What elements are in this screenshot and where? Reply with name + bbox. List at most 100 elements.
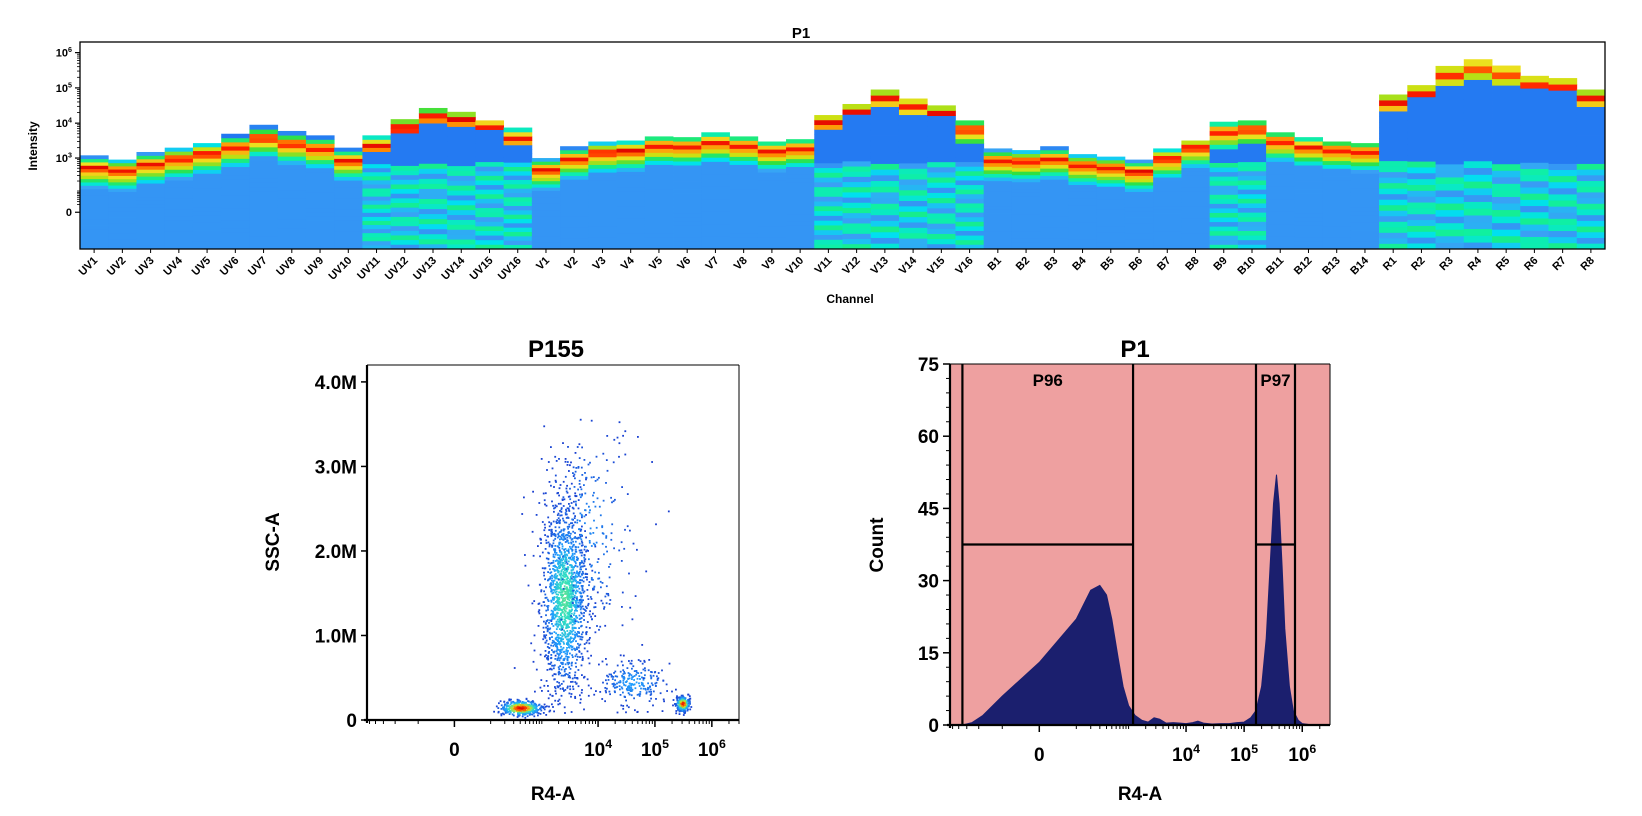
spectrum-cell-V12 bbox=[842, 233, 872, 239]
spectrum-cell-B2 bbox=[1011, 203, 1041, 207]
scatter-point bbox=[565, 624, 568, 627]
scatter-point bbox=[510, 707, 512, 710]
spectrum-cell-V10 bbox=[786, 233, 815, 238]
scatter-point bbox=[546, 625, 549, 627]
scatter-point bbox=[587, 602, 590, 605]
spectrum-cell-V10 bbox=[786, 205, 815, 211]
spectrum-x-tick-label: R1 bbox=[1381, 255, 1399, 273]
scatter-point bbox=[568, 571, 571, 574]
scatter-point bbox=[610, 496, 612, 499]
spectrum-cell-V8 bbox=[729, 164, 759, 169]
spectrum-cell-B8 bbox=[1181, 190, 1211, 196]
scatter-point bbox=[560, 507, 563, 509]
scatter-point bbox=[574, 561, 577, 563]
scatter-point bbox=[686, 701, 688, 704]
spectrum-cell-V14 bbox=[898, 141, 928, 148]
scatter-point bbox=[547, 541, 550, 544]
scatter-point bbox=[559, 584, 562, 587]
spectrum-cell-UV15 bbox=[475, 216, 505, 222]
spectrum-cell-UV3 bbox=[136, 155, 166, 160]
scatter-point bbox=[672, 704, 674, 707]
scatter-point bbox=[681, 705, 683, 708]
scatter-point bbox=[570, 711, 573, 713]
spectrum-cell-UV6 bbox=[221, 150, 250, 155]
scatter-point bbox=[609, 563, 612, 566]
spectrum-cell-B2 bbox=[1011, 178, 1041, 183]
spectrum-cell-B12 bbox=[1294, 240, 1323, 246]
spectrum-cell-R6 bbox=[1520, 230, 1549, 237]
scatter-point bbox=[583, 612, 585, 614]
scatter-point bbox=[592, 494, 594, 497]
scatter-point bbox=[573, 571, 576, 574]
scatter-point bbox=[568, 599, 571, 601]
spectrum-cell-V3 bbox=[588, 145, 617, 150]
scatter-point bbox=[581, 631, 584, 634]
scatter-point bbox=[556, 588, 559, 590]
scatter-point bbox=[560, 609, 563, 611]
spectrum-cell-B8 bbox=[1181, 229, 1211, 234]
spectrum-cell-V15 bbox=[927, 238, 956, 245]
spectrum-cell-B4 bbox=[1068, 211, 1098, 216]
scatter-point bbox=[576, 658, 578, 661]
spectrum-cell-B3 bbox=[1040, 186, 1069, 191]
spectrum-cell-V8 bbox=[729, 192, 759, 198]
scatter-point bbox=[510, 709, 513, 712]
scatter-point bbox=[566, 615, 569, 618]
spectrum-cell-UV14 bbox=[447, 239, 476, 245]
spectrum-cell-R5 bbox=[1492, 157, 1521, 165]
scatter-point bbox=[601, 698, 604, 700]
spectrum-cell-UV11 bbox=[362, 147, 392, 152]
spectrum-cell-B9 bbox=[1209, 203, 1239, 209]
spectrum-cell-V12 bbox=[842, 140, 872, 146]
spectrum-cell-UV12 bbox=[390, 244, 420, 250]
scatter-point bbox=[556, 577, 558, 580]
spectrum-cell-R8 bbox=[1576, 192, 1606, 199]
spectrum-cell-V1 bbox=[531, 164, 561, 169]
scatter-point bbox=[564, 689, 567, 691]
scatter-point bbox=[599, 625, 602, 628]
spectrum-cell-UV13 bbox=[418, 213, 448, 220]
spectrum-cell-B9 bbox=[1209, 180, 1239, 186]
spectrum-cell-UV1 bbox=[80, 195, 109, 200]
spectrum-cell-V7 bbox=[701, 173, 730, 179]
spectrum-cell-UV3 bbox=[136, 242, 166, 246]
scatter-point bbox=[579, 701, 582, 704]
scatter-point bbox=[564, 556, 566, 559]
scatter-point bbox=[549, 568, 551, 571]
scatter-point bbox=[555, 576, 557, 578]
scatter-point bbox=[629, 688, 632, 691]
spectrum-cell-UV2 bbox=[108, 217, 137, 221]
spectrum-cell-R4 bbox=[1463, 93, 1493, 101]
spectrum-cell-R5 bbox=[1492, 222, 1521, 230]
spectrum-cell-UV12 bbox=[390, 235, 420, 241]
scatter-point bbox=[644, 688, 647, 691]
spectrum-cell-UV8 bbox=[277, 202, 307, 208]
spectrum-cell-UV3 bbox=[136, 231, 166, 236]
scatter-point bbox=[572, 629, 575, 632]
spectrum-cell-UV12 bbox=[390, 207, 420, 213]
scatter-point bbox=[630, 684, 632, 687]
scatter-point bbox=[554, 479, 557, 482]
spectrum-cell-V1 bbox=[531, 226, 561, 230]
spectrum-cell-V3 bbox=[588, 149, 617, 154]
spectrum-cell-UV1 bbox=[80, 245, 109, 250]
spectrum-cell-B4 bbox=[1068, 160, 1098, 165]
scatter-point bbox=[558, 640, 561, 643]
spectrum-cell-B12 bbox=[1294, 224, 1323, 230]
spectrum-cell-R1 bbox=[1379, 221, 1408, 228]
scatter-point bbox=[622, 679, 625, 682]
spectrum-cell-UV3 bbox=[136, 221, 166, 226]
scatter-point bbox=[666, 690, 668, 692]
spectrum-cell-UV7 bbox=[249, 244, 279, 250]
scatter-point bbox=[614, 683, 617, 686]
spectrum-cell-B6 bbox=[1124, 165, 1154, 170]
scatter-point bbox=[551, 639, 554, 642]
scatter-point bbox=[576, 604, 579, 607]
scatter-point bbox=[554, 538, 557, 540]
scatter-point bbox=[571, 654, 574, 657]
spectrum-cell-B2 bbox=[1011, 210, 1041, 215]
spectrum-cell-B8 bbox=[1181, 144, 1211, 149]
scatter-point bbox=[551, 616, 554, 618]
scatter-point bbox=[611, 678, 614, 680]
scatter-point bbox=[570, 664, 573, 667]
